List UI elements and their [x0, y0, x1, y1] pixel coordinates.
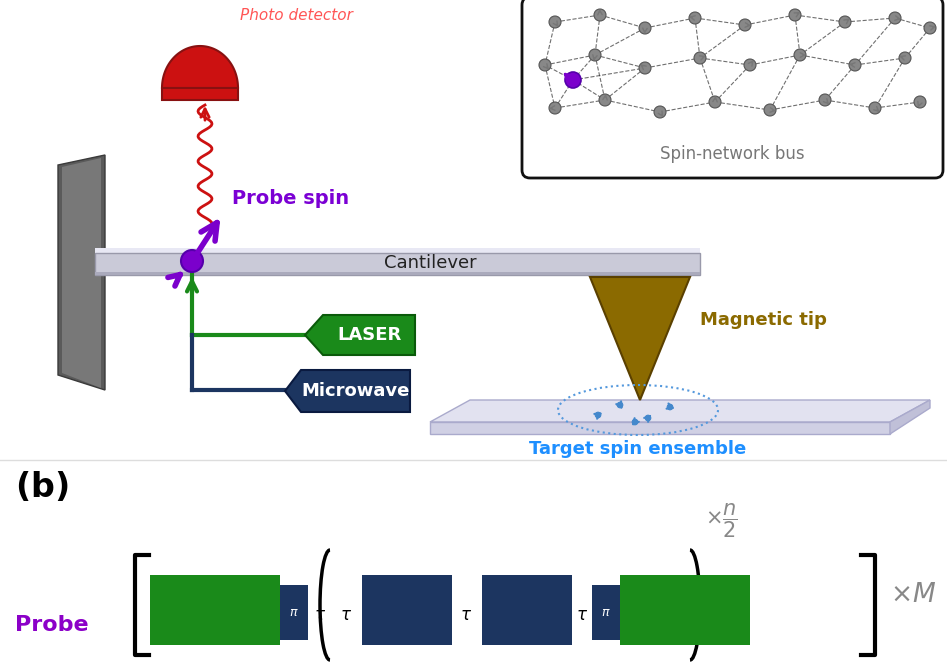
- Circle shape: [899, 52, 911, 64]
- Text: Cantilever: Cantilever: [384, 254, 476, 272]
- Circle shape: [181, 250, 203, 272]
- Polygon shape: [162, 46, 238, 88]
- Text: Target spin ensemble: Target spin ensemble: [529, 440, 746, 458]
- Circle shape: [599, 94, 611, 106]
- Polygon shape: [305, 315, 415, 355]
- Text: Photo detector: Photo detector: [240, 8, 353, 23]
- Polygon shape: [95, 272, 700, 275]
- Polygon shape: [590, 277, 690, 400]
- Polygon shape: [95, 253, 700, 275]
- Text: $\times\dfrac{n}{2}$: $\times\dfrac{n}{2}$: [705, 501, 738, 540]
- Circle shape: [668, 404, 672, 410]
- Circle shape: [869, 102, 881, 114]
- Polygon shape: [58, 155, 105, 390]
- Text: $\tau$: $\tau$: [340, 606, 352, 624]
- Circle shape: [594, 9, 606, 21]
- Circle shape: [539, 59, 551, 71]
- Circle shape: [764, 104, 776, 116]
- Circle shape: [839, 16, 851, 28]
- Polygon shape: [95, 248, 700, 253]
- Polygon shape: [285, 370, 410, 412]
- Circle shape: [689, 12, 701, 24]
- Bar: [592, 585, 620, 640]
- Circle shape: [924, 22, 936, 34]
- Circle shape: [694, 52, 706, 64]
- Text: $\mathbf{(b)}$: $\mathbf{(b)}$: [15, 470, 68, 504]
- Text: $\tau$: $\tau$: [314, 606, 326, 624]
- Circle shape: [789, 9, 801, 21]
- Circle shape: [794, 49, 806, 61]
- Text: Spin-network bus: Spin-network bus: [660, 145, 805, 163]
- Text: Magnetic tip: Magnetic tip: [700, 311, 827, 329]
- Text: $\tau$: $\tau$: [460, 606, 472, 624]
- Circle shape: [639, 62, 651, 74]
- FancyBboxPatch shape: [522, 0, 943, 178]
- Text: $\tau$: $\tau$: [576, 606, 588, 624]
- Circle shape: [639, 22, 651, 34]
- Circle shape: [596, 412, 600, 418]
- Circle shape: [914, 96, 926, 108]
- Circle shape: [744, 59, 756, 71]
- Bar: [280, 585, 308, 640]
- Bar: [162, 88, 238, 100]
- Circle shape: [565, 72, 581, 88]
- Text: $\times M$: $\times M$: [890, 583, 937, 608]
- Circle shape: [633, 419, 637, 425]
- Polygon shape: [62, 158, 101, 388]
- Bar: [362, 575, 452, 645]
- Circle shape: [549, 102, 561, 114]
- Circle shape: [739, 19, 751, 31]
- Polygon shape: [890, 400, 930, 434]
- Circle shape: [617, 402, 623, 408]
- Bar: [150, 575, 280, 645]
- Text: Probe spin: Probe spin: [232, 188, 349, 207]
- Polygon shape: [430, 422, 890, 434]
- Text: Probe: Probe: [15, 615, 89, 635]
- Text: $\pi$: $\pi$: [289, 606, 299, 619]
- Circle shape: [645, 415, 651, 421]
- Circle shape: [849, 59, 861, 71]
- Circle shape: [889, 12, 901, 24]
- Circle shape: [549, 16, 561, 28]
- Bar: [620, 575, 750, 645]
- Bar: [482, 575, 572, 645]
- Text: $\pi$: $\pi$: [601, 606, 611, 619]
- Circle shape: [709, 96, 721, 108]
- Circle shape: [589, 49, 601, 61]
- Polygon shape: [430, 400, 930, 422]
- Text: Microwave: Microwave: [301, 382, 410, 400]
- Text: LASER: LASER: [337, 326, 402, 344]
- Circle shape: [654, 106, 666, 118]
- Circle shape: [819, 94, 831, 106]
